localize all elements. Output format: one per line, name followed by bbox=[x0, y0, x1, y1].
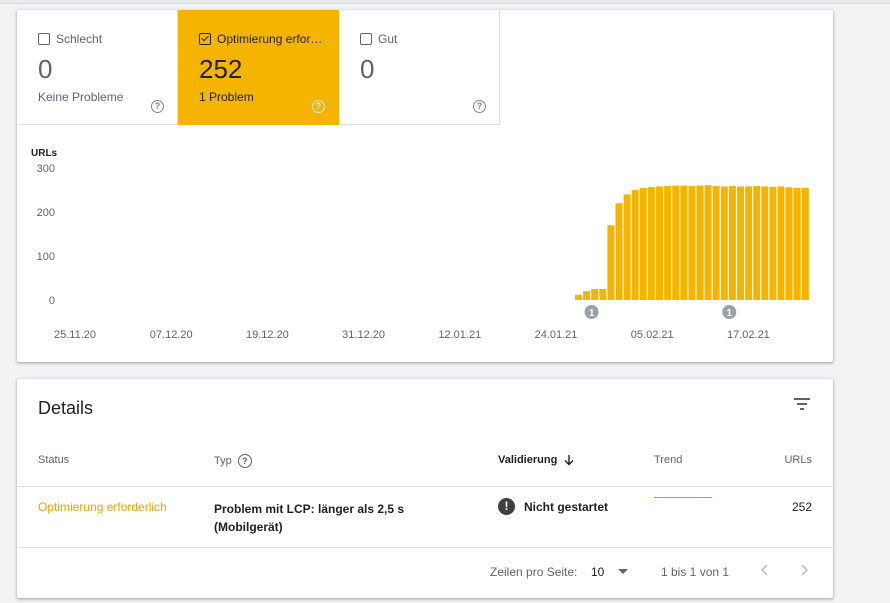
help-icon[interactable]: ? bbox=[237, 454, 252, 468]
chart-bar bbox=[656, 186, 663, 300]
tile-count: 0 bbox=[38, 54, 53, 84]
tile-subtitle: Keine Probleme bbox=[38, 90, 124, 104]
help-icon[interactable]: ? bbox=[151, 100, 164, 113]
tile-schlecht[interactable]: Schlecht 0 Keine Probleme ? bbox=[17, 10, 178, 125]
next-page-icon[interactable] bbox=[799, 563, 809, 577]
chart-bar bbox=[801, 187, 809, 300]
chevron-down-icon[interactable] bbox=[618, 569, 628, 574]
y-tick-label: 200 bbox=[37, 207, 55, 219]
chart-bar bbox=[704, 185, 712, 300]
chart-bar bbox=[591, 289, 599, 300]
chart-bar bbox=[761, 186, 769, 300]
summary-card: Schlecht 0 Keine Probleme ? Optimierung … bbox=[17, 10, 833, 362]
y-tick-label: 300 bbox=[37, 163, 55, 175]
filter-icon[interactable] bbox=[793, 397, 811, 411]
trend-sparkline bbox=[654, 497, 712, 498]
chart-bar bbox=[728, 186, 736, 300]
row-type: Problem mit LCP: länger als 2,5 s (Mobil… bbox=[214, 502, 405, 534]
chart-bar bbox=[680, 185, 688, 300]
x-tick-label: 19.12.20 bbox=[246, 329, 289, 341]
annotation-marker bbox=[722, 305, 737, 319]
chart-bar bbox=[777, 186, 785, 300]
tile-gut[interactable]: Gut 0 ? bbox=[339, 10, 500, 125]
chart-bar bbox=[575, 294, 582, 300]
chart-bar bbox=[793, 187, 801, 300]
chart-bar bbox=[607, 225, 615, 300]
checkbox-schlecht[interactable] bbox=[38, 33, 50, 45]
details-card: Details Status Typ ? Validierung Trend U… bbox=[17, 379, 833, 598]
checkbox-gut[interactable] bbox=[360, 33, 372, 45]
divider bbox=[17, 486, 833, 487]
y-axis-label: URLs bbox=[31, 148, 58, 159]
chart-bar bbox=[720, 186, 728, 300]
rows-per-page-select[interactable]: 10 bbox=[591, 565, 605, 579]
chart-bar bbox=[769, 186, 777, 300]
row-status[interactable]: Optimierung erforderlich bbox=[38, 500, 167, 514]
details-title: Details bbox=[38, 398, 94, 418]
chart-bar bbox=[712, 186, 720, 300]
chart-bar bbox=[664, 186, 672, 300]
column-status[interactable]: Status bbox=[38, 454, 70, 466]
divider bbox=[17, 547, 833, 548]
chart-bar bbox=[647, 186, 655, 300]
chart-bar bbox=[688, 186, 696, 300]
checkbox-optimierung[interactable] bbox=[199, 33, 211, 45]
x-tick-label: 31.12.20 bbox=[342, 329, 385, 341]
x-tick-label: 12.01.21 bbox=[438, 329, 481, 341]
y-tick-label: 100 bbox=[37, 251, 55, 263]
chart-bar bbox=[631, 190, 639, 300]
x-tick-label: 05.02.21 bbox=[631, 329, 674, 341]
row-validation: ! Nicht gestartet bbox=[498, 498, 608, 515]
chart-bar bbox=[737, 186, 744, 300]
annotation-label: 1 bbox=[589, 308, 595, 319]
tile-label: Schlecht bbox=[56, 32, 103, 46]
arrow-down-icon bbox=[564, 455, 574, 466]
top-bar-edge bbox=[0, 0, 890, 4]
status-tiles: Schlecht 0 Keine Probleme ? Optimierung … bbox=[17, 10, 500, 125]
y-tick-label: 0 bbox=[49, 295, 55, 307]
x-tick-label: 24.01.21 bbox=[535, 329, 578, 341]
chart-bar bbox=[753, 186, 761, 300]
tile-optimierung[interactable]: Optimierung erfor… 252 1 Problem ? bbox=[178, 10, 339, 125]
help-icon[interactable]: ? bbox=[312, 100, 325, 113]
chart-bar bbox=[745, 186, 753, 300]
column-type[interactable]: Typ ? bbox=[214, 454, 252, 468]
help-icon[interactable]: ? bbox=[473, 100, 486, 113]
column-validation[interactable]: Validierung bbox=[498, 454, 575, 466]
prev-page-icon[interactable] bbox=[760, 563, 770, 577]
chart-bar bbox=[623, 194, 631, 300]
annotation-marker bbox=[584, 305, 599, 319]
x-tick-label: 07.12.20 bbox=[150, 329, 193, 341]
rows-per-page-label: Zeilen pro Seite: bbox=[490, 565, 578, 579]
chart-bar bbox=[785, 187, 793, 300]
chart-bar bbox=[599, 289, 607, 300]
chart-bar bbox=[672, 185, 680, 300]
x-tick-label: 17.02.21 bbox=[727, 329, 770, 341]
chart-bar bbox=[639, 187, 647, 300]
tile-count: 252 bbox=[199, 54, 243, 84]
row-urls: 252 bbox=[791, 500, 812, 514]
exclamation-icon: ! bbox=[498, 498, 515, 515]
column-trend: Trend bbox=[654, 454, 683, 466]
chart-bar bbox=[615, 203, 623, 300]
tile-subtitle: 1 Problem bbox=[199, 90, 254, 104]
chart-bar bbox=[583, 291, 591, 300]
x-tick-label: 25.11.20 bbox=[54, 329, 96, 341]
tile-label: Gut bbox=[378, 32, 398, 46]
annotation-label: 1 bbox=[727, 308, 733, 319]
urls-chart: URLs 300 200 100 0 25.11.20 07.12.20 19.12.20 31… bbox=[31, 148, 809, 341]
column-urls[interactable]: URLs bbox=[784, 454, 812, 466]
tile-count: 0 bbox=[360, 54, 375, 84]
chart-bar bbox=[696, 185, 704, 300]
tile-label: Optimierung erfor… bbox=[217, 32, 323, 46]
pagination-range: 1 bis 1 von 1 bbox=[661, 565, 730, 579]
